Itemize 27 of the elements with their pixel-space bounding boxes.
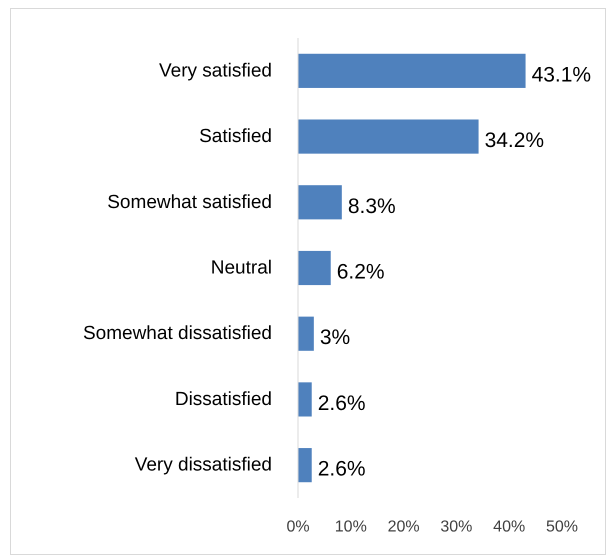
y-tick-label: Somewhat satisfied <box>107 192 272 213</box>
y-tick-label: Satisfied <box>199 126 272 148</box>
data-label: 43.1% <box>532 63 592 86</box>
x-tick-label: 50% <box>546 518 578 536</box>
bar <box>298 382 312 417</box>
y-tick-label: Neutral <box>210 258 272 278</box>
bar <box>298 54 526 88</box>
bar <box>298 250 331 286</box>
y-tick-label: Very dissatisfied <box>134 454 272 476</box>
data-label: 3% <box>320 326 350 350</box>
x-tick-label: 10% <box>334 518 367 536</box>
data-label: 6.2% <box>336 260 385 284</box>
x-tick-label: 0% <box>286 518 310 536</box>
y-tick-label: Very satisfied <box>159 60 272 82</box>
data-label: 2.6% <box>318 458 366 481</box>
y-tick-label: Somewhat dissatisfied <box>82 323 272 344</box>
x-tick-label: 30% <box>440 518 472 536</box>
data-label: 2.6% <box>318 392 366 415</box>
y-tick-label: Dissatisfied <box>174 388 272 410</box>
bar <box>298 316 314 351</box>
x-tick-label: 40% <box>493 518 526 536</box>
data-label: 34.2% <box>484 129 544 152</box>
x-tick-label: 20% <box>388 518 420 536</box>
bar <box>298 119 479 154</box>
bar <box>298 448 312 482</box>
bar <box>298 185 342 220</box>
data-label: 8.3% <box>348 194 396 218</box>
